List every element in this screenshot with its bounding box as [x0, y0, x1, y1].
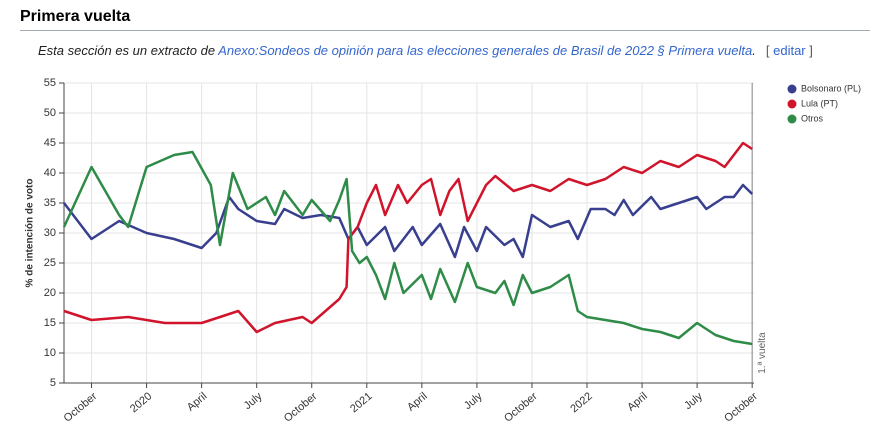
bracket: [	[765, 43, 774, 58]
x-tick-label: April	[625, 390, 650, 413]
bracket: ]	[805, 43, 813, 58]
section-title: Primera vuelta	[20, 8, 870, 31]
y-tick-label: 30	[44, 227, 56, 239]
y-tick-label: 5	[50, 377, 56, 389]
x-tick-label: July	[242, 390, 265, 412]
legend-label: Otros	[801, 113, 824, 123]
edit-link[interactable]: editar	[773, 43, 806, 58]
note-text: .	[752, 43, 756, 58]
y-tick-label: 10	[44, 347, 56, 359]
x-tick-label: 2022	[568, 390, 594, 415]
note-text: Esta sección es un extracto de	[38, 43, 219, 58]
x-tick-label: October	[282, 390, 320, 425]
x-tick-label: 2021	[348, 390, 374, 415]
legend-label: Bolsonaro (PL)	[801, 83, 861, 93]
legend-label: Lula (PT)	[801, 98, 838, 108]
y-tick-label: 15	[44, 317, 56, 329]
y-tick-label: 25	[44, 257, 56, 269]
series-line	[62, 150, 753, 346]
y-tick-label: 45	[44, 137, 56, 149]
x-tick-label: October	[502, 390, 540, 425]
x-tick-label: 2020	[128, 390, 154, 415]
y-tick-label: 55	[44, 77, 56, 89]
legend-swatch	[787, 84, 797, 94]
x-tick-label: October	[722, 390, 760, 425]
y-tick-label: 20	[44, 287, 56, 299]
hatnote: Esta sección es un extracto de Anexo:Son…	[38, 43, 870, 58]
note-link[interactable]: Anexo:Sondeos de opinión para las elecci…	[218, 43, 753, 58]
x-tick-label: April	[405, 390, 430, 413]
edit-section: [ editar ]	[766, 43, 813, 58]
y-tick-label: 35	[44, 197, 56, 209]
y-tick-label: 50	[44, 107, 56, 119]
x-tick-label: July	[682, 390, 705, 412]
annotation-text: 1.ª vuelta	[757, 332, 768, 374]
x-tick-label: July	[462, 390, 485, 412]
series-line	[63, 183, 754, 259]
x-tick-label: April	[185, 390, 210, 413]
series-line	[63, 141, 753, 334]
x-tick-label: October	[62, 390, 100, 425]
section-header: Primera vuelta Esta sección es un extrac…	[20, 8, 870, 58]
legend-swatch	[787, 114, 797, 124]
y-axis-label: % de intención de voto	[25, 179, 36, 288]
y-tick-label: 40	[44, 167, 56, 179]
legend-swatch	[787, 99, 797, 109]
